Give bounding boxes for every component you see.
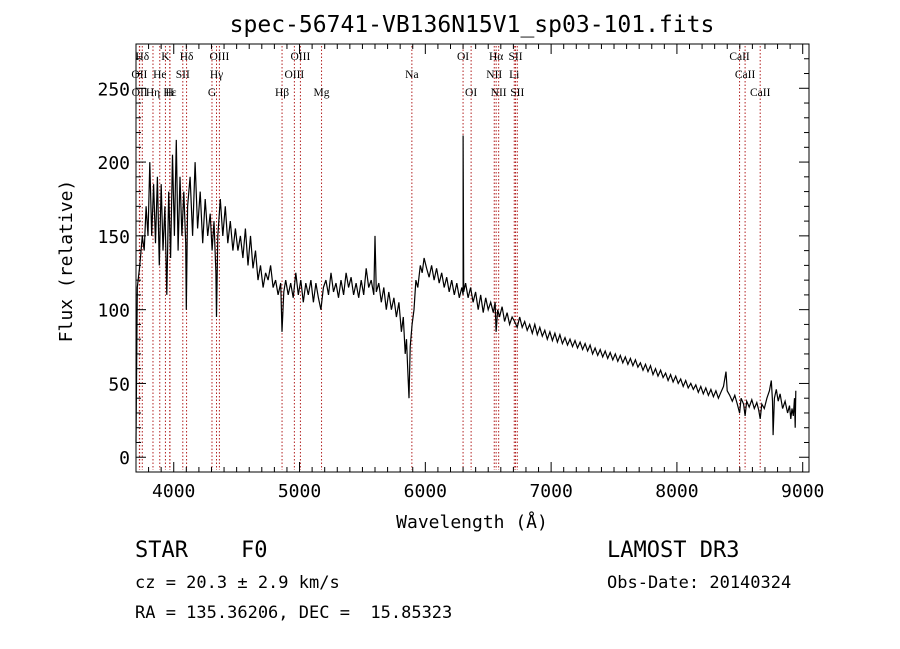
x-tick-label: 4000: [152, 481, 195, 502]
x-tick-label: 7000: [529, 481, 572, 502]
line-label-caii: CaII: [735, 69, 756, 81]
x-axis-ticks: 4000 5000 6000 7000 8000 9000: [135, 44, 824, 502]
x-axis-label: Wavelength (Å): [396, 511, 548, 533]
line-label-he: He: [153, 69, 166, 81]
y-axis-label: Flux (relative): [56, 180, 77, 343]
y-tick-label: 50: [108, 374, 130, 395]
x-tick-label: 6000: [404, 481, 447, 502]
line-label-oi: OI: [457, 51, 469, 63]
y-tick-label: 150: [97, 227, 130, 248]
line-label-hδ: Hδ: [180, 51, 194, 63]
y-tick-label: 0: [119, 448, 130, 469]
line-label-oiii: OIII: [291, 51, 311, 63]
y-tick-label: 200: [97, 153, 130, 174]
line-label-hε: Hε: [163, 87, 176, 99]
line-label-nii: NII: [491, 87, 507, 99]
spectral-line-markers: [138, 46, 761, 470]
line-label-hγ: Hγ: [210, 69, 223, 81]
line-label-oi: OI: [465, 87, 477, 99]
x-tick-label: 8000: [655, 481, 698, 502]
line-label-hβ: Hβ: [275, 87, 289, 99]
spectral-line-labels: Hδ K Hδ OIII OIII OI Hα SII CaII OII He SII Hγ OIII Na…: [131, 51, 770, 99]
line-label-caii: CaII: [750, 87, 771, 99]
coordinates: RA = 135.36206, DEC = 15.85323: [135, 603, 453, 623]
y-tick-label: 100: [97, 301, 130, 322]
observation-date: Obs-Date: 20140324: [607, 573, 792, 593]
line-label-sii: SII: [176, 69, 190, 81]
line-label-k: K: [161, 51, 170, 63]
line-label-na: Na: [405, 69, 418, 81]
line-label-sii: SII: [510, 87, 524, 99]
y-tick-label: 250: [97, 79, 130, 100]
y-axis-ticks: 0 50 100 150 200 250: [97, 58, 809, 469]
object-class: STAR F0: [135, 538, 268, 563]
x-tick-label: 9000: [781, 481, 824, 502]
x-tick-label: 5000: [278, 481, 321, 502]
line-label-h: H: [166, 87, 174, 99]
line-label-caii: CaII: [729, 51, 750, 63]
line-label-sii: SII: [508, 51, 522, 63]
chart-title: spec-56741-VB136N15V1_sp03-101.fits: [230, 12, 715, 38]
line-label-hδ: Hδ: [135, 51, 149, 63]
survey-name: LAMOST DR3: [607, 538, 740, 563]
line-label-mg: Mg: [314, 87, 330, 99]
line-label-hη: Hη: [146, 87, 160, 99]
line-label-li: Li: [509, 69, 519, 81]
plot-frame: [135, 43, 810, 473]
line-label-hα: Hα: [489, 51, 503, 63]
line-label-oiii: OIII: [284, 69, 304, 81]
line-label-oiii: OIII: [210, 51, 230, 63]
line-label-nii: NII: [486, 69, 502, 81]
spectrum-line: [135, 135, 797, 443]
line-label-oii: OII: [131, 69, 147, 81]
line-label-g: G: [208, 87, 216, 99]
redshift-velocity: cz = 20.3 ± 2.9 km/s: [135, 573, 340, 593]
